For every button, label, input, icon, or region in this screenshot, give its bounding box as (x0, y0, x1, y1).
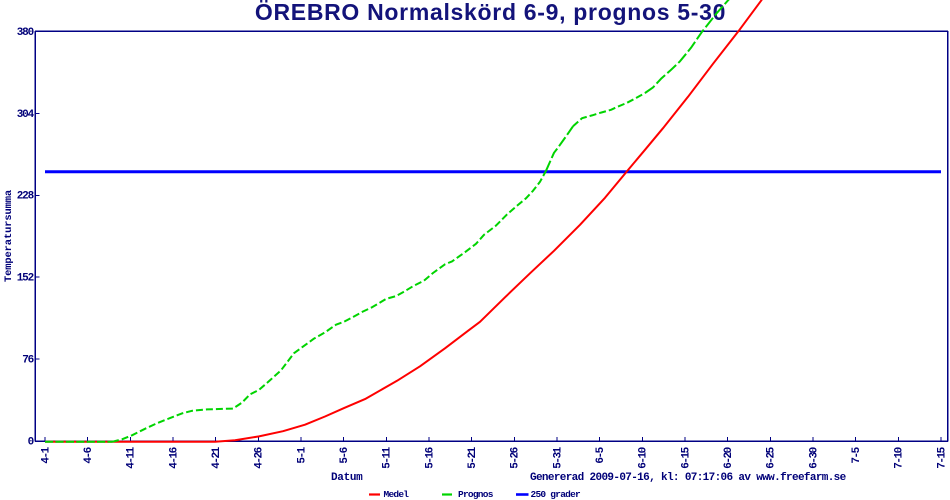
svg-text:6-20: 6-20 (723, 447, 735, 468)
svg-text:4-1: 4-1 (40, 446, 52, 463)
svg-text:5-16: 5-16 (424, 447, 436, 468)
svg-text:Datum: Datum (331, 472, 363, 484)
svg-text:Prognos: Prognos (458, 489, 494, 500)
svg-text:5-11: 5-11 (382, 446, 394, 468)
svg-text:6-15: 6-15 (680, 446, 692, 468)
svg-text:Temperatursumma: Temperatursumma (3, 190, 15, 282)
svg-text:6-30: 6-30 (808, 447, 820, 468)
svg-text:0: 0 (28, 436, 34, 448)
svg-text:7-15: 7-15 (936, 446, 948, 468)
svg-text:250 grader: 250 grader (531, 489, 582, 500)
svg-text:304: 304 (17, 109, 35, 121)
svg-text:76: 76 (22, 355, 33, 367)
svg-text:6-5: 6-5 (595, 446, 607, 463)
svg-text:6-10: 6-10 (638, 447, 650, 468)
svg-text:4-16: 4-16 (168, 447, 180, 468)
svg-text:5-6: 5-6 (339, 447, 351, 463)
svg-text:5-31: 5-31 (552, 446, 564, 468)
svg-text:Medel: Medel (384, 489, 410, 500)
svg-text:4-26: 4-26 (254, 447, 266, 468)
svg-text:4-21: 4-21 (211, 446, 223, 468)
svg-text:228: 228 (17, 191, 35, 203)
svg-text:152: 152 (17, 273, 34, 285)
svg-text:380: 380 (17, 27, 34, 39)
svg-text:4-6: 4-6 (83, 447, 95, 463)
svg-text:Genererad 2009-07-16, kl: 07:1: Genererad 2009-07-16, kl: 07:17:06 av ww… (530, 472, 847, 484)
svg-text:4-11: 4-11 (126, 446, 138, 468)
svg-text:5-21: 5-21 (467, 446, 479, 468)
svg-text:5-1: 5-1 (296, 446, 308, 463)
svg-text:7-10: 7-10 (894, 447, 906, 468)
svg-text:5-26: 5-26 (510, 447, 522, 468)
svg-text:ÖREBRO Normalskörd 6-9, progno: ÖREBRO Normalskörd 6-9, prognos 5-30 (255, 0, 726, 25)
svg-text:6-25: 6-25 (766, 446, 778, 468)
svg-text:7-5: 7-5 (851, 446, 863, 463)
